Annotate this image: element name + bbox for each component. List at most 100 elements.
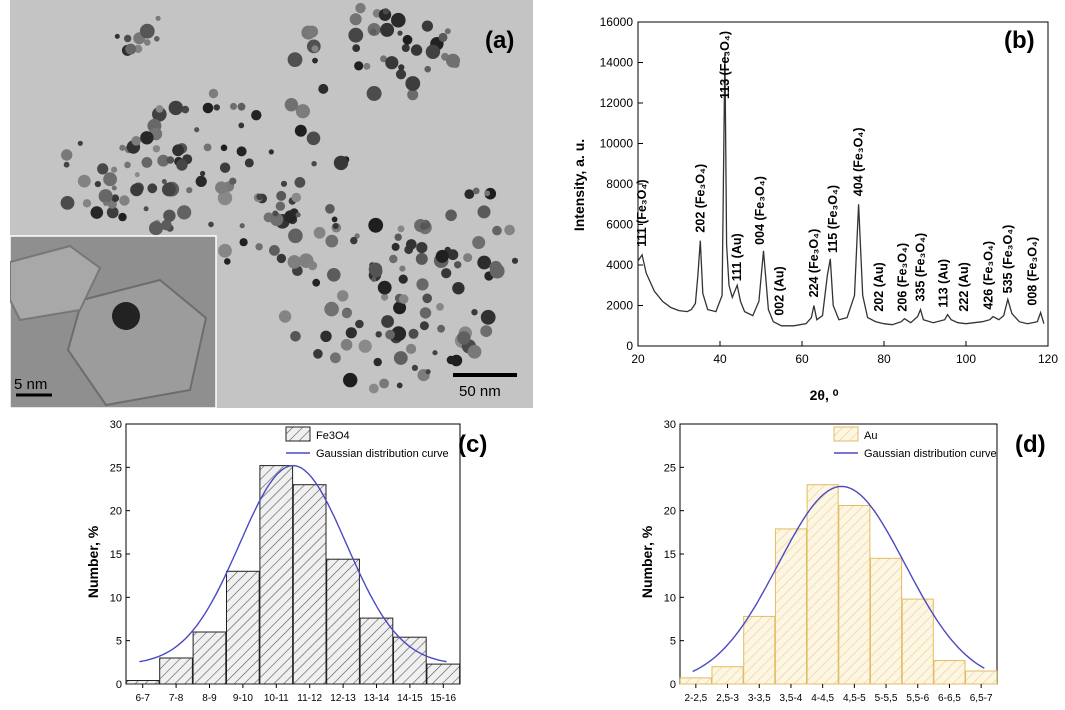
au-x-tick-label: 3,5-4 xyxy=(780,693,803,704)
nanoparticle xyxy=(492,225,502,236)
xrd-x-tick-label: 20 xyxy=(631,352,645,366)
au-y-tick-label: 30 xyxy=(664,419,676,431)
nanoparticle xyxy=(467,344,482,359)
nanoparticle xyxy=(370,265,383,278)
main-scale-bar-label: 50 nm xyxy=(459,383,501,400)
nanoparticle xyxy=(394,233,402,241)
au-bar xyxy=(806,484,839,685)
xrd-y-tick-label: 0 xyxy=(626,339,633,353)
nanoparticle xyxy=(471,309,478,316)
nanoparticle xyxy=(477,205,491,219)
nanoparticle xyxy=(445,209,457,222)
nanoparticle xyxy=(370,28,377,35)
xrd-peak-label: 335 (Fe₃O₄) xyxy=(914,233,928,302)
nanoparticle xyxy=(380,22,395,37)
nanoparticle xyxy=(337,290,349,302)
nanoparticle xyxy=(284,98,299,112)
xrd-x-tick-label: 80 xyxy=(877,352,891,366)
nanoparticle xyxy=(352,44,361,52)
tem-micrograph: 5 nm 50 nm (a) xyxy=(10,0,533,408)
au-bar xyxy=(965,670,998,685)
nanoparticle xyxy=(340,339,353,351)
nanoparticle xyxy=(294,177,306,188)
nanoparticle xyxy=(437,324,445,333)
au-y-axis-label: Number, % xyxy=(639,525,655,598)
nanoparticle xyxy=(203,143,212,152)
nanoparticle xyxy=(124,161,131,169)
nanoparticle xyxy=(415,252,428,265)
nanoparticle xyxy=(176,159,188,171)
nanoparticle xyxy=(244,158,254,168)
nanoparticle xyxy=(381,293,389,301)
nanoparticle xyxy=(114,33,120,39)
nanoparticle xyxy=(177,205,192,220)
fe3o4-plot-area: 0 5 10 15 20 25 30 6-7 7-8 8-9 9-10 10-11 11-12 12-13… xyxy=(110,419,461,704)
nanoparticle xyxy=(425,44,441,59)
nanoparticle xyxy=(208,221,214,228)
nanoparticle xyxy=(398,274,408,284)
nanoparticle xyxy=(287,52,303,67)
nanoparticle xyxy=(366,86,382,101)
nanoparticle xyxy=(119,195,130,206)
nanoparticle xyxy=(217,190,233,206)
fe3o4-bar xyxy=(292,484,327,685)
fe3o4-y-tick-label: 15 xyxy=(110,549,122,561)
au-x-tick-label: 4,5-5 xyxy=(843,693,866,704)
au-x-tick-label: 6,5-7 xyxy=(970,693,993,704)
nanoparticle xyxy=(291,192,302,203)
nanoparticle xyxy=(425,369,431,375)
fe3o4-legend-swatch xyxy=(285,426,311,442)
fe3o4-legend-bars: Fe3O4 xyxy=(316,430,350,442)
nanoparticle-group xyxy=(60,2,519,394)
fe3o4-x-tick-label: 13-14 xyxy=(364,693,390,704)
nanoparticle xyxy=(154,36,160,42)
panel-a-label: (a) xyxy=(485,27,514,54)
xrd-peak-label: 222 (Au) xyxy=(957,262,971,311)
nanoparticle xyxy=(355,2,366,14)
fe3o4-bar xyxy=(125,680,160,685)
nanoparticle xyxy=(318,83,329,94)
au-legend-curve: Gaussian distribution curve xyxy=(864,448,997,460)
au-bar xyxy=(774,528,807,685)
nanoparticle xyxy=(348,27,364,43)
nanoparticle xyxy=(371,276,377,282)
au-y-tick-label: 15 xyxy=(664,549,676,561)
nanoparticle xyxy=(397,225,405,233)
nanoparticle xyxy=(306,131,321,146)
xrd-x-axis-label: 2θ, ⁰ xyxy=(810,387,839,403)
nanoparticle xyxy=(168,100,183,116)
nanoparticle xyxy=(111,194,120,202)
nanoparticle xyxy=(295,104,310,119)
nanoparticle xyxy=(251,110,262,121)
nanoparticle xyxy=(103,172,117,187)
nanoparticle xyxy=(457,331,471,345)
nanoparticle xyxy=(385,329,395,340)
nanoparticle xyxy=(152,145,161,153)
au-x-tick-label: 2,5-3 xyxy=(716,693,739,704)
nanoparticle xyxy=(220,144,228,152)
nanoparticle xyxy=(194,127,200,133)
xrd-peak-label: 404 (Fe₃O₄) xyxy=(852,128,866,197)
nanoparticle xyxy=(432,350,438,356)
xrd-x-tick-label: 60 xyxy=(795,352,809,366)
fe3o4-x-tick-label: 8-9 xyxy=(202,693,217,704)
tem-image-panel: 5 nm 50 nm (a) xyxy=(10,0,533,408)
xrd-y-tick-label: 6000 xyxy=(606,218,633,232)
nanoparticle xyxy=(402,34,413,45)
nanoparticle xyxy=(278,310,292,323)
nanoparticle xyxy=(416,242,428,254)
nanoparticle xyxy=(349,13,362,26)
fe3o4-x-tick-label: 7-8 xyxy=(169,693,184,704)
fe3o4-bar xyxy=(326,558,360,685)
nanoparticle xyxy=(195,175,207,187)
nanoparticle xyxy=(330,352,341,364)
nanoparticle xyxy=(125,43,137,55)
fe3o4-bar xyxy=(159,657,193,685)
nanoparticle xyxy=(419,222,428,230)
nanoparticle xyxy=(166,156,175,164)
nanoparticle xyxy=(325,234,339,248)
nanoparticle xyxy=(141,157,153,168)
nanoparticle xyxy=(97,163,109,175)
nanoparticle xyxy=(441,268,452,279)
nanoparticle xyxy=(118,212,127,222)
